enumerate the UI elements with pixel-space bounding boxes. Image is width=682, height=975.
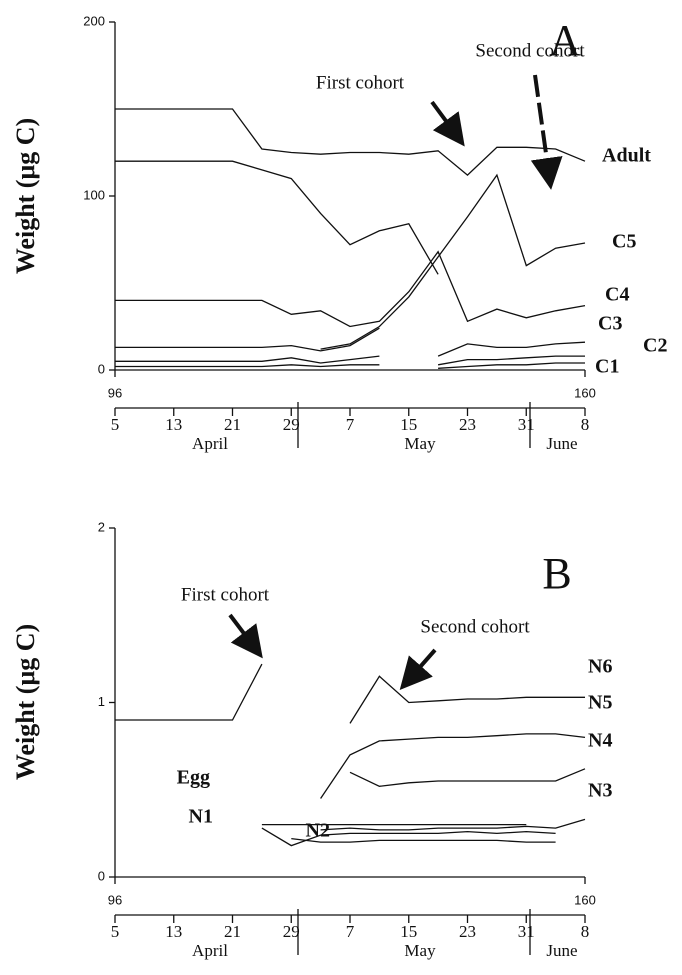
month-label: May [404, 941, 436, 960]
y-tick-label: 100 [83, 187, 105, 202]
month-label: May [404, 434, 436, 453]
y-axis-label: Weight (μg C) [11, 624, 40, 780]
arrow [399, 648, 437, 690]
date-tick-label: 29 [283, 415, 300, 434]
date-tick-label: 8 [581, 415, 590, 434]
date-tick-label: 7 [346, 922, 355, 941]
y-axis-label: Weight (μg C) [11, 118, 40, 274]
y-tick-label: 1 [98, 694, 105, 709]
date-tick-label: 31 [518, 922, 535, 941]
series-line [115, 327, 586, 357]
date-tick-label: 5 [111, 922, 120, 941]
date-tick-label: 8 [581, 922, 590, 941]
series-label: C3 [598, 313, 622, 335]
series-label: C4 [605, 284, 629, 306]
x-tick-label: 160 [574, 892, 596, 907]
series-line [320, 173, 586, 350]
annotation: Second cohort [475, 40, 585, 61]
series-label: N6 [588, 656, 612, 678]
x-tick-label: 96 [108, 385, 122, 400]
date-tick-label: 15 [400, 415, 417, 434]
series-line [320, 733, 586, 799]
series-line [115, 362, 585, 369]
date-tick-label: 21 [224, 922, 241, 941]
date-tick-label: 5 [111, 415, 120, 434]
series-line [349, 768, 586, 787]
date-tick-label: 31 [518, 415, 535, 434]
series-line [115, 160, 439, 275]
series-line [115, 663, 263, 721]
series-line [291, 837, 556, 843]
arrow [430, 100, 465, 147]
series-label: N5 [588, 692, 612, 714]
date-tick-label: 23 [459, 922, 476, 941]
series-label: Egg [177, 767, 210, 789]
series-label: N2 [306, 820, 330, 842]
date-tick-label: 15 [400, 922, 417, 941]
y-tick-label: 200 [83, 13, 105, 28]
annotation: Second cohort [420, 616, 530, 637]
series-line [349, 675, 585, 724]
y-tick-label: 2 [98, 519, 105, 534]
series-label: C5 [612, 231, 636, 253]
date-tick-label: 29 [283, 922, 300, 941]
series-line [115, 108, 586, 176]
series-line [320, 818, 586, 831]
date-tick-label: 21 [224, 415, 241, 434]
series-label: Adult [602, 145, 651, 167]
month-label: June [546, 434, 577, 453]
date-tick-label: 7 [346, 415, 355, 434]
date-tick-label: 23 [459, 415, 476, 434]
y-tick-label: 0 [98, 868, 105, 883]
month-label: June [546, 941, 577, 960]
series-label: N4 [588, 730, 612, 752]
x-tick-label: 160 [574, 385, 596, 400]
panel-label: B [542, 549, 571, 598]
series-line [115, 355, 585, 366]
arrow [530, 74, 563, 190]
series-label: N1 [189, 806, 213, 828]
date-tick-label: 13 [165, 415, 182, 434]
series-label: N3 [588, 780, 612, 802]
series-label: C2 [643, 335, 667, 357]
panel-label: A [549, 16, 581, 65]
arrow [228, 613, 263, 659]
month-label: April [192, 941, 228, 960]
y-tick-label: 0 [98, 361, 105, 376]
series-label: C1 [595, 356, 619, 378]
date-tick-label: 13 [165, 922, 182, 941]
x-tick-label: 96 [108, 892, 122, 907]
series-line [261, 827, 556, 847]
month-label: April [192, 434, 228, 453]
annotation: First cohort [181, 584, 270, 605]
annotation: First cohort [316, 72, 405, 93]
series-line [115, 250, 586, 328]
